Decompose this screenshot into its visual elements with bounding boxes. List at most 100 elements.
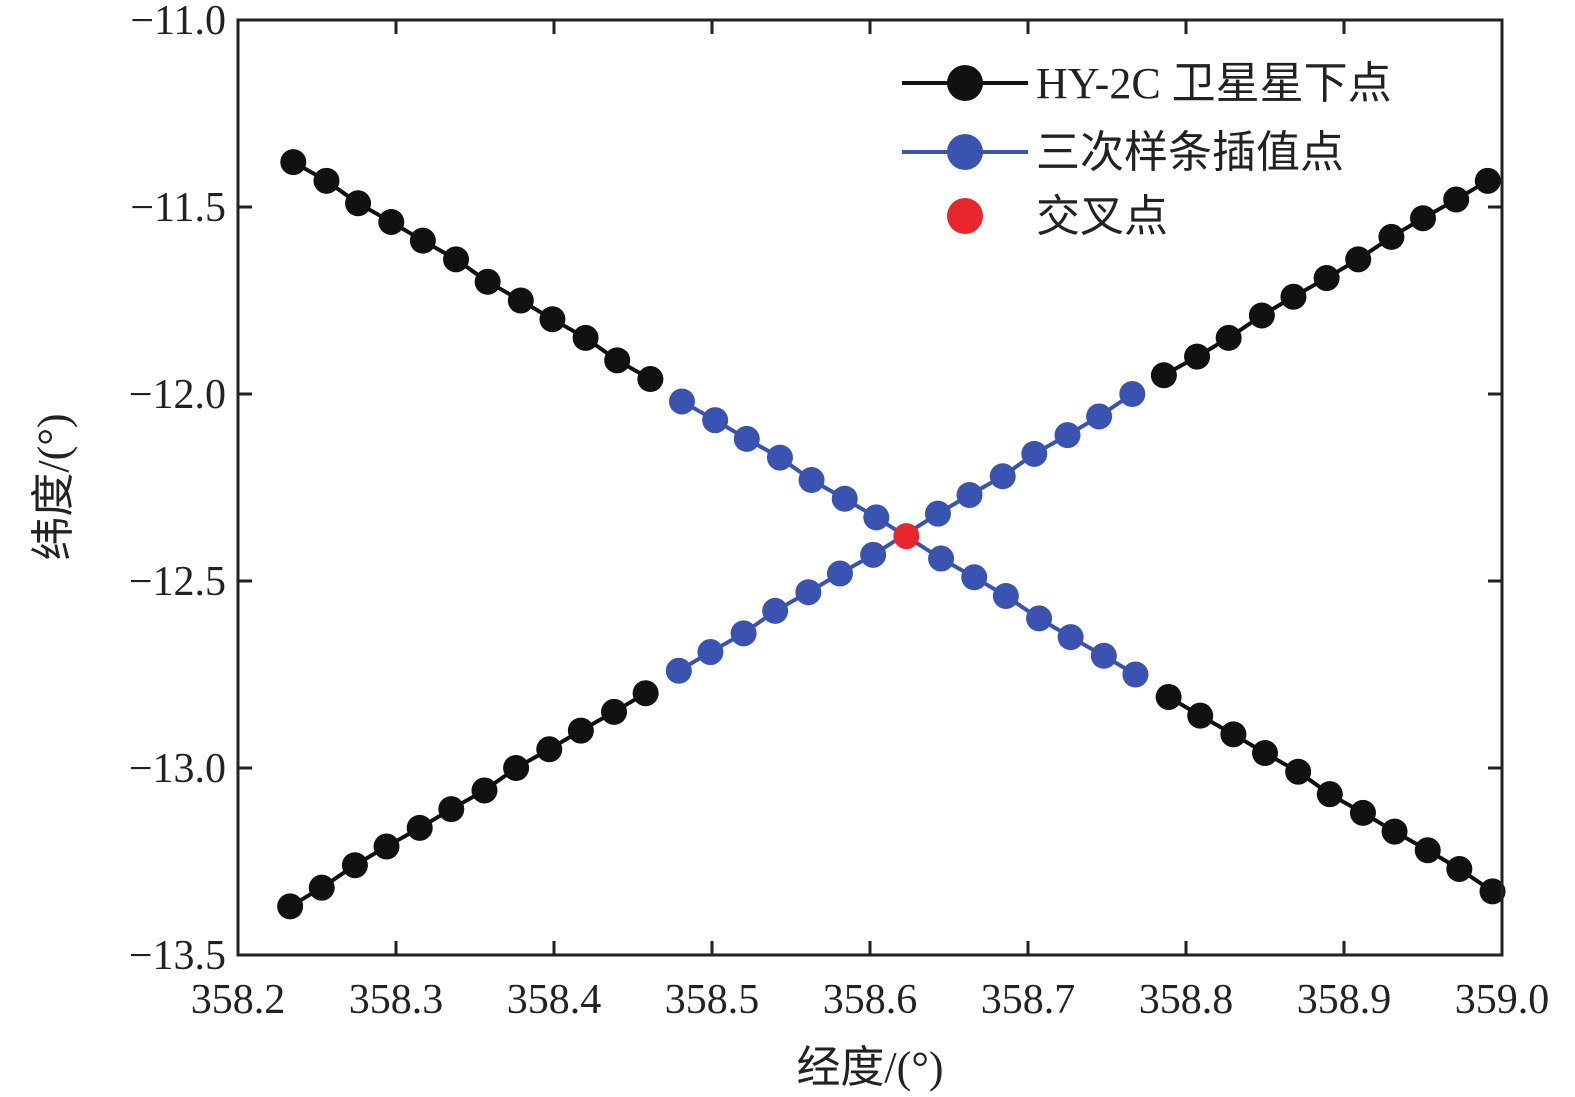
series-point-0 [1220, 721, 1247, 748]
series-point-0 [539, 306, 566, 333]
y-tick-label: −13.0 [129, 746, 226, 792]
series-point-0 [572, 324, 599, 351]
series-point-0 [443, 246, 470, 273]
series-point-1 [730, 620, 757, 647]
series-point-1 [956, 481, 983, 508]
series-point-0 [1313, 265, 1340, 292]
series-point-1 [795, 579, 822, 606]
series-point-0 [277, 893, 304, 920]
series-point-0 [1381, 818, 1408, 845]
series-point-0 [536, 736, 563, 763]
series-point-0 [601, 698, 628, 725]
series-point-0 [604, 347, 631, 374]
series-point-0 [1150, 362, 1177, 389]
series-point-0 [308, 874, 335, 901]
series-point-1 [1086, 403, 1113, 430]
series-point-0 [406, 814, 433, 841]
series-point-0 [341, 852, 368, 879]
legend-label-2: 交叉点 [1036, 192, 1168, 241]
x-axis-title: 经度/(°) [796, 1043, 943, 1092]
y-tick-label: −11.5 [130, 185, 226, 231]
y-axis-title: 纬度/(°) [29, 413, 78, 560]
series-point-1 [860, 541, 887, 568]
series-point-1 [1122, 661, 1149, 688]
series-layer [277, 149, 1506, 920]
series-point-0 [1446, 855, 1473, 882]
series-point-0 [1184, 343, 1211, 370]
series-point-0 [280, 149, 307, 176]
series-point-1 [798, 467, 825, 494]
series-point-0 [345, 190, 372, 217]
x-tick-label: 358.9 [1297, 977, 1392, 1023]
x-tick-label: 359.0 [1455, 977, 1550, 1023]
x-tick-label: 358.4 [507, 977, 602, 1023]
series-point-1 [1026, 605, 1053, 632]
y-tick-label: −12.5 [129, 559, 226, 605]
series-point-1 [924, 500, 951, 527]
series-point-1 [961, 564, 988, 591]
x-tick-label: 358.7 [981, 977, 1076, 1023]
series-point-0 [1248, 302, 1275, 329]
ticks-layer [236, 18, 1504, 957]
series-point-0 [1479, 878, 1506, 905]
series-point-0 [373, 833, 400, 860]
series-point-0 [1280, 283, 1307, 310]
y-tick-label: −13.5 [129, 933, 226, 979]
series-point-0 [474, 268, 501, 295]
series-point-0 [637, 366, 664, 393]
series-point-0 [1345, 246, 1372, 273]
series-point-0 [313, 167, 340, 194]
series-point-0 [1285, 758, 1312, 785]
series-point-0 [1155, 683, 1182, 710]
series-point-0 [1187, 702, 1214, 729]
series-point-0 [438, 796, 465, 823]
series-point-0 [503, 755, 530, 781]
series-point-1 [766, 444, 793, 471]
series-point-0 [409, 227, 436, 254]
series-point-1 [1119, 381, 1146, 407]
series-point-0 [632, 680, 659, 707]
series-point-1 [831, 485, 858, 512]
series-point-1 [992, 582, 1019, 609]
series-point-0 [567, 717, 594, 744]
series-point-0 [1349, 799, 1376, 826]
series-point-0 [1378, 223, 1405, 250]
series-point-1 [1054, 422, 1081, 449]
legend-marker-0 [947, 65, 983, 101]
tick-labels-layer: 358.2 358.3 358.4 358.5 358.6 358.7 358.8 358.9… [129, 0, 1549, 1023]
y-tick-label: −11.0 [130, 0, 226, 44]
series-point-0 [1443, 186, 1470, 213]
series-point-1 [928, 545, 955, 572]
series-point-1 [762, 597, 789, 624]
series-point-2 [893, 523, 920, 550]
series-point-0 [1414, 837, 1441, 864]
series-point-1 [989, 463, 1016, 490]
series-point-1 [1090, 642, 1117, 669]
series-point-0 [1410, 205, 1436, 232]
series-point-0 [1215, 324, 1242, 351]
series-point-1 [1057, 624, 1084, 651]
series-point-1 [826, 560, 853, 587]
series-point-0 [507, 287, 534, 314]
y-tick-label: −12.0 [129, 372, 226, 418]
series-point-1 [1021, 440, 1048, 467]
series-point-1 [665, 657, 692, 684]
series-point-1 [668, 388, 695, 415]
series-point-1 [733, 425, 760, 452]
series-point-1 [702, 407, 729, 434]
series-point-1 [697, 639, 724, 666]
series-point-0 [378, 208, 405, 235]
series-point-1 [863, 504, 890, 531]
series-point-0 [1252, 740, 1278, 767]
legend-marker-1 [947, 134, 983, 170]
legend-label-0: HY-2C 卫星星下点 [1036, 59, 1392, 108]
series-point-0 [1316, 781, 1343, 808]
x-tick-label: 358.8 [1139, 977, 1234, 1023]
x-tick-label: 358.3 [349, 977, 444, 1023]
x-tick-label: 358.6 [823, 977, 918, 1023]
legend-marker-2 [947, 198, 983, 234]
legend-label-1: 三次样条插值点 [1036, 128, 1344, 177]
x-tick-label: 358.5 [665, 977, 760, 1023]
